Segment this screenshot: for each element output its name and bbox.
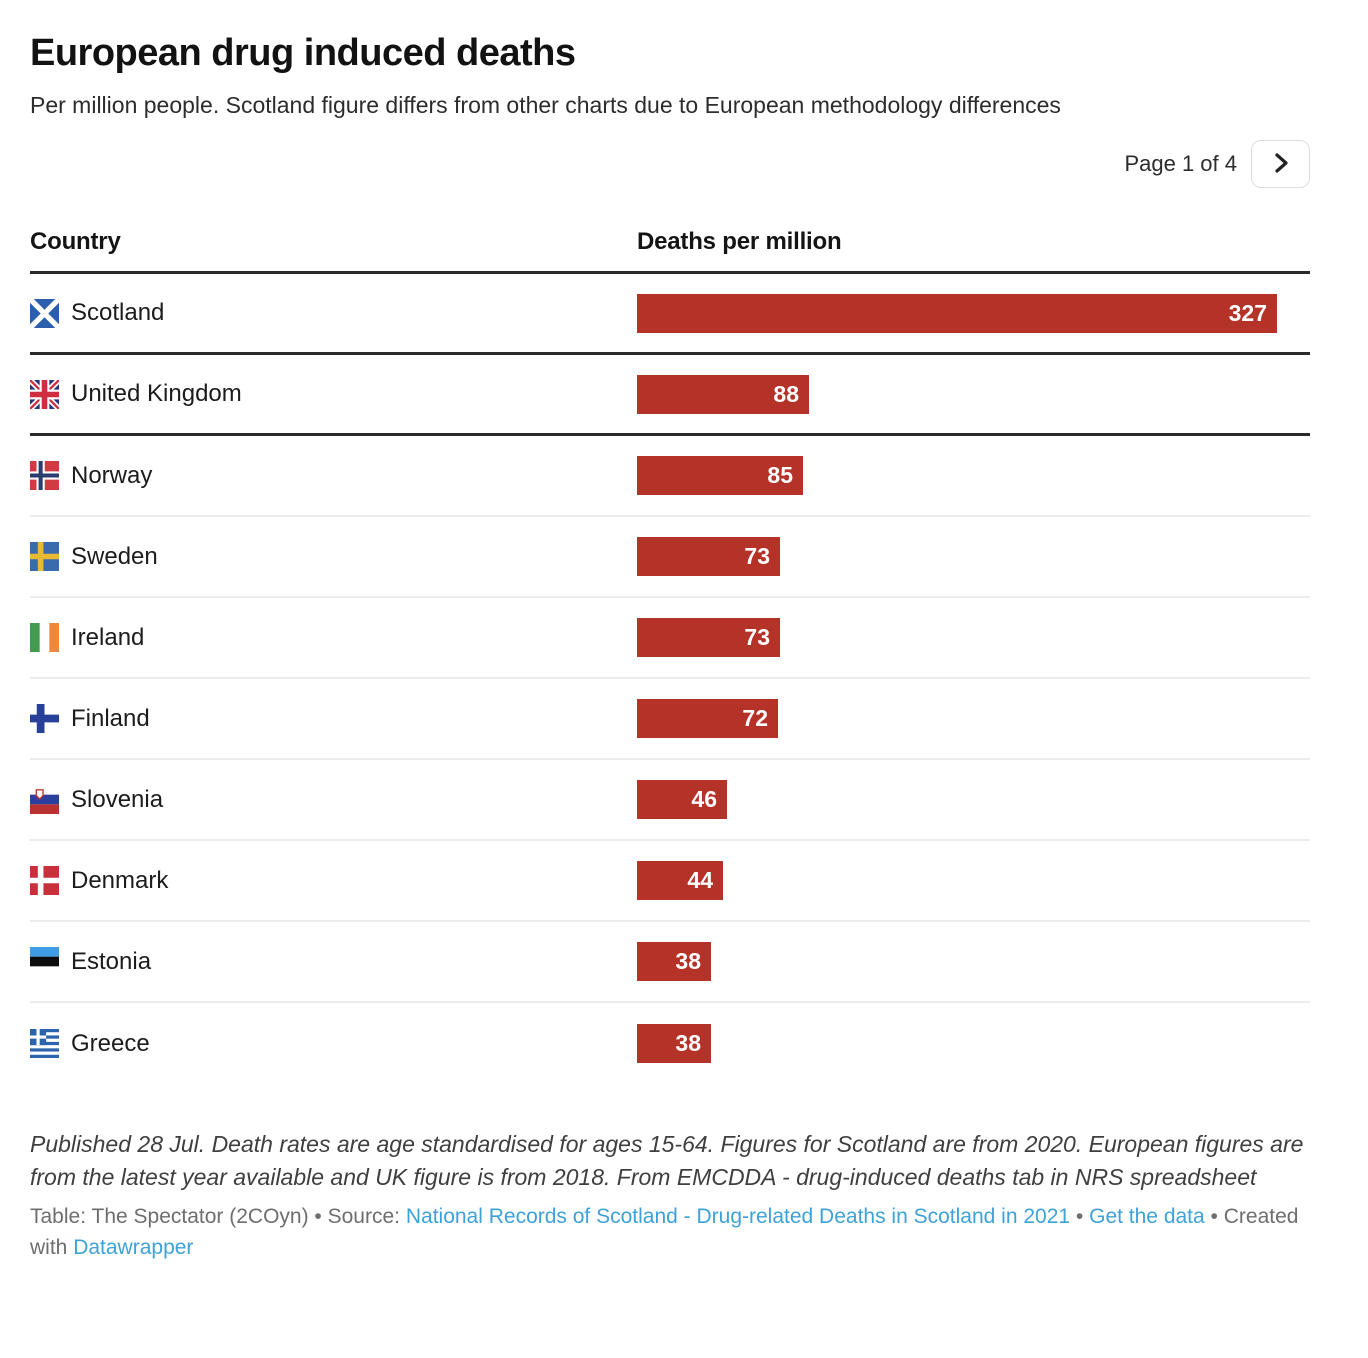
separator-dot: • [1210, 1205, 1218, 1229]
separator-dot: • [314, 1205, 322, 1229]
bar-cell: 38 [637, 942, 1310, 981]
table-row: Finland 72 [30, 679, 1310, 760]
column-header-country: Country [30, 228, 121, 255]
bar-cell: 44 [637, 861, 1310, 900]
country-cell: Sweden [30, 542, 637, 571]
bar-value-label: 72 [742, 705, 768, 731]
bar-cell: 72 [637, 699, 1310, 738]
country-name: Greece [71, 1029, 150, 1057]
table-row: Sweden 73 [30, 517, 1310, 598]
flag-ireland-icon [30, 623, 59, 652]
country-name: Sweden [71, 542, 158, 570]
bar-value-label: 85 [767, 462, 793, 488]
country-cell: Scotland [30, 298, 637, 328]
table-row: Greece 38 [30, 1003, 1310, 1084]
table-row: Denmark 44 [30, 841, 1310, 922]
country-name: Denmark [71, 866, 169, 894]
bar-cell: 38 [637, 1024, 1310, 1063]
country-name: Estonia [71, 947, 152, 975]
page-subtitle: Per million people. Scotland figure diff… [30, 92, 1061, 118]
table-credit: Table: The Spectator (2COyn) [30, 1205, 309, 1229]
bar-value-label: 327 [1228, 299, 1267, 326]
bar-cell: 73 [637, 618, 1310, 657]
bar-cell: 88 [637, 374, 1310, 414]
flag-greece-icon [30, 1029, 59, 1058]
value-bar: 88 [637, 374, 809, 414]
flag-norway-icon [30, 461, 59, 490]
country-cell: Greece [30, 1029, 637, 1058]
country-name: Ireland [71, 623, 145, 651]
pagination-next-button[interactable] [1251, 140, 1310, 188]
flag-sweden-icon [30, 542, 59, 571]
attribution-line: Table: The Spectator (2COyn) • Source: N… [30, 1202, 1310, 1263]
table-row: United Kingdom 88 [30, 355, 1310, 436]
bar-value-label: 38 [675, 1030, 701, 1056]
bar-value-label: 44 [687, 867, 713, 893]
country-name: Finland [71, 704, 150, 732]
value-bar: 72 [637, 699, 778, 738]
separator-dot: • [1075, 1205, 1084, 1229]
country-name: United Kingdom [71, 380, 242, 407]
table-row: Norway 85 [30, 436, 1310, 517]
bar-value-label: 73 [744, 543, 770, 569]
bar-cell: 85 [637, 456, 1310, 495]
table-body: Scotland 327 United Kingdom 88 Norway 85 [30, 274, 1310, 1084]
page-title: European drug induced deaths [30, 32, 576, 74]
get-the-data-link[interactable]: Get the data [1089, 1205, 1205, 1229]
country-cell: Slovenia [30, 785, 637, 814]
bar-value-label: 88 [773, 380, 799, 407]
country-name: Slovenia [71, 785, 164, 813]
table-row: Ireland 73 [30, 598, 1310, 679]
bar-value-label: 46 [691, 786, 717, 812]
country-cell: United Kingdom [30, 379, 637, 409]
pagination-label: Page 1 of 4 [1124, 151, 1237, 176]
value-bar: 46 [637, 780, 727, 819]
value-bar: 327 [637, 293, 1277, 333]
bar-cell: 327 [637, 293, 1310, 333]
chevron-right-icon [1270, 152, 1292, 177]
bar-value-label: 38 [675, 948, 701, 974]
source-link[interactable]: National Records of Scotland - Drug-rela… [405, 1205, 1071, 1229]
country-cell: Finland [30, 704, 637, 733]
datawrapper-link[interactable]: Datawrapper [73, 1235, 194, 1259]
country-name: Norway [71, 461, 153, 489]
column-header-deaths-per-million: Deaths per million [637, 228, 842, 255]
value-bar: 73 [637, 537, 780, 576]
table-row: Estonia 38 [30, 922, 1310, 1003]
flag-finland-icon [30, 704, 59, 733]
table-row: Slovenia 46 [30, 760, 1310, 841]
created-with-label: Created with [30, 1205, 1299, 1259]
country-cell: Norway [30, 461, 637, 490]
table-row: Scotland 327 [30, 274, 1310, 355]
value-bar: 44 [637, 861, 723, 900]
bar-value-label: 73 [744, 624, 770, 650]
country-cell: Ireland [30, 623, 637, 652]
flag-slovenia-icon [30, 785, 59, 814]
country-cell: Denmark [30, 866, 637, 895]
table-header: Country Deaths per million [30, 228, 1310, 274]
value-bar: 85 [637, 456, 803, 495]
value-bar: 38 [637, 1024, 711, 1063]
flag-denmark-icon [30, 866, 59, 895]
value-bar: 73 [637, 618, 780, 657]
country-cell: Estonia [30, 947, 637, 976]
datawrapper-chart-page: European drug induced deaths Per million… [30, 32, 1310, 1263]
value-bar: 38 [637, 942, 711, 981]
bar-cell: 73 [637, 537, 1310, 576]
flag-scotland-icon [30, 298, 59, 328]
flag-estonia-icon [30, 947, 59, 976]
flag-united-kingdom-icon [30, 379, 59, 409]
country-name: Scotland [71, 299, 165, 326]
bar-cell: 46 [637, 780, 1310, 819]
pagination: Page 1 of 4 [30, 140, 1310, 188]
footer-notes: Published 28 Jul. Death rates are age st… [30, 1131, 1304, 1190]
source-label: Source: [327, 1205, 400, 1229]
